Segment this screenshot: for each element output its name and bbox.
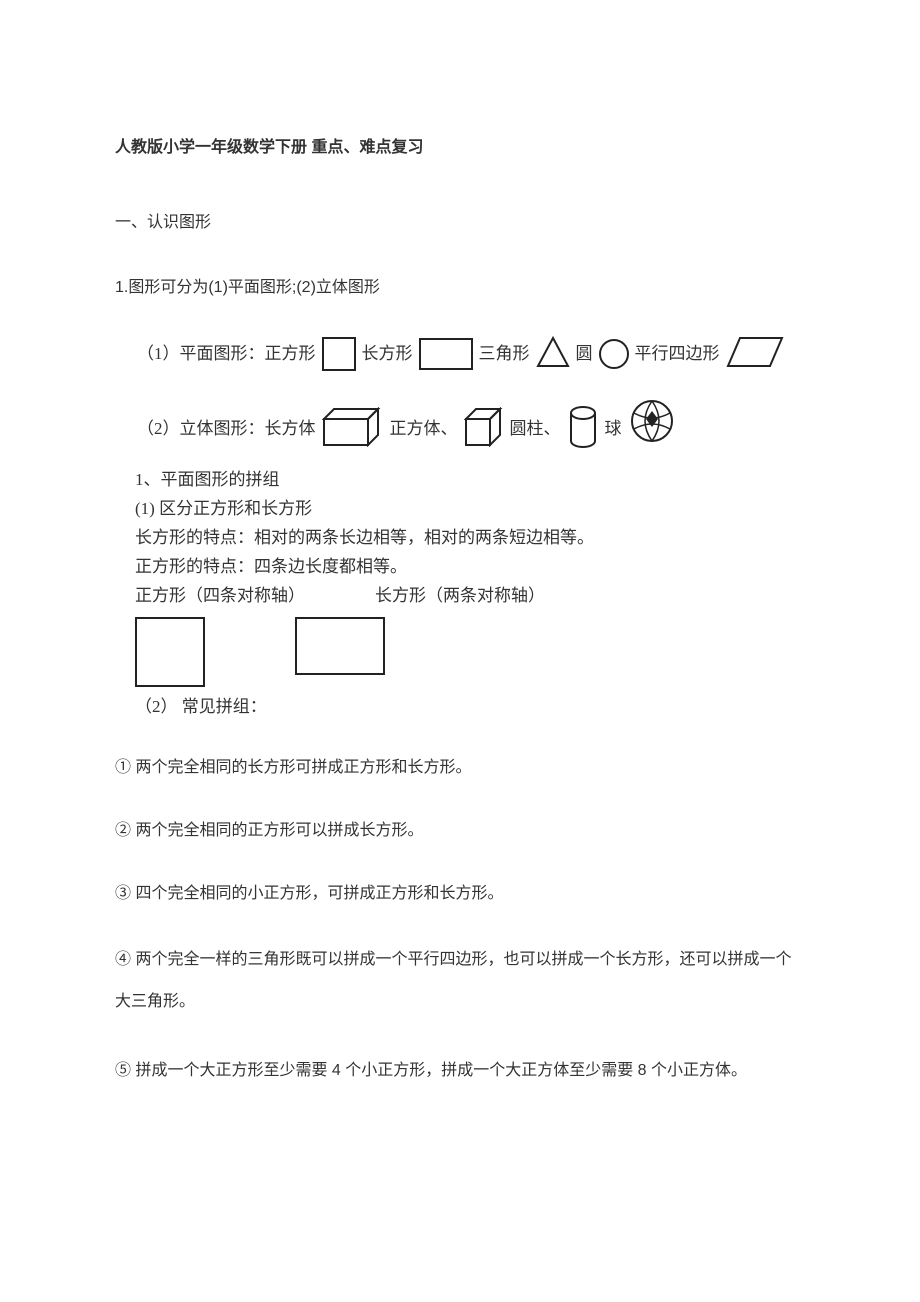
note-line-4: 正方形的特点：四条边长度都相等。 bbox=[135, 553, 805, 582]
planar-triangle-label: 三角形 bbox=[479, 344, 530, 364]
combine-item-2: ② 两个完全相同的正方形可以拼成长方形。 bbox=[115, 813, 805, 848]
combine-item-1: ① 两个完全相同的长方形可拼成正方形和长方形。 bbox=[115, 750, 805, 785]
solid-sphere-label: 球 bbox=[605, 419, 622, 439]
combine-item-4: ④ 两个完全一样的三角形既可以拼成一个平行四边形，也可以拼成一个长方形，还可以拼… bbox=[115, 939, 805, 1022]
cube-shape-icon bbox=[464, 407, 504, 452]
combine-item-3: ③ 四个完全相同的小正方形，可拼成正方形和长方形。 bbox=[115, 876, 805, 911]
cylinder-shape-icon bbox=[567, 405, 599, 454]
solid-prefix: （2）立体图形：长方体 bbox=[137, 419, 316, 439]
document-title: 人教版小学一年级数学下册 重点、难点复习 bbox=[115, 130, 805, 165]
symmetry-rectangle-icon bbox=[295, 617, 385, 675]
note-line-5b: 长方形（两条对称轴） bbox=[375, 582, 545, 611]
solid-cylinder-label: 圆柱、 bbox=[510, 419, 561, 439]
planar-prefix: （1）平面图形：正方形 bbox=[137, 344, 316, 364]
note-line-1: 1、平面图形的拼组 bbox=[135, 466, 805, 495]
combine-item-5: ⑤ 拼成一个大正方形至少需要 4 个小正方形，拼成一个大正方体至少需要 8 个小… bbox=[115, 1050, 805, 1092]
section-heading: 一、认识图形 bbox=[115, 205, 805, 240]
sphere-shape-icon bbox=[628, 397, 676, 450]
square-shape-icon bbox=[322, 337, 356, 371]
cuboid-shape-icon bbox=[322, 407, 384, 452]
circle-shape-icon bbox=[599, 339, 629, 369]
solid-shapes-row: （2）立体图形：长方体 正方体、 圆柱、 球 bbox=[135, 403, 805, 456]
parallelogram-shape-icon bbox=[726, 336, 784, 373]
triangle-shape-icon bbox=[536, 336, 570, 373]
planar-rect-label: 长方形 bbox=[362, 344, 413, 364]
solid-cube-label: 正方体、 bbox=[390, 419, 458, 439]
symmetry-square-icon bbox=[135, 617, 205, 687]
planar-circle-label: 圆 bbox=[576, 344, 593, 364]
planar-parallelogram-label: 平行四边形 bbox=[635, 344, 720, 364]
note-line-2: (1) 区分正方形和长方形 bbox=[135, 495, 805, 524]
note-line-5a: 正方形（四条对称轴） bbox=[135, 582, 305, 611]
planar-shapes-row: （1）平面图形：正方形 长方形 三角形 圆 平行四边形 bbox=[135, 336, 805, 373]
notes-block: 1、平面图形的拼组 (1) 区分正方形和长方形 长方形的特点：相对的两条长边相等… bbox=[115, 466, 805, 610]
note-line-3: 长方形的特点：相对的两条长边相等，相对的两条短边相等。 bbox=[135, 524, 805, 553]
rectangle-shape-icon bbox=[419, 338, 473, 370]
note-line-6: （2） 常见拼组： bbox=[115, 693, 805, 722]
intro-line: 1.图形可分为(1)平面图形;(2)立体图形 bbox=[115, 270, 805, 305]
symmetry-shapes-row bbox=[115, 617, 805, 687]
